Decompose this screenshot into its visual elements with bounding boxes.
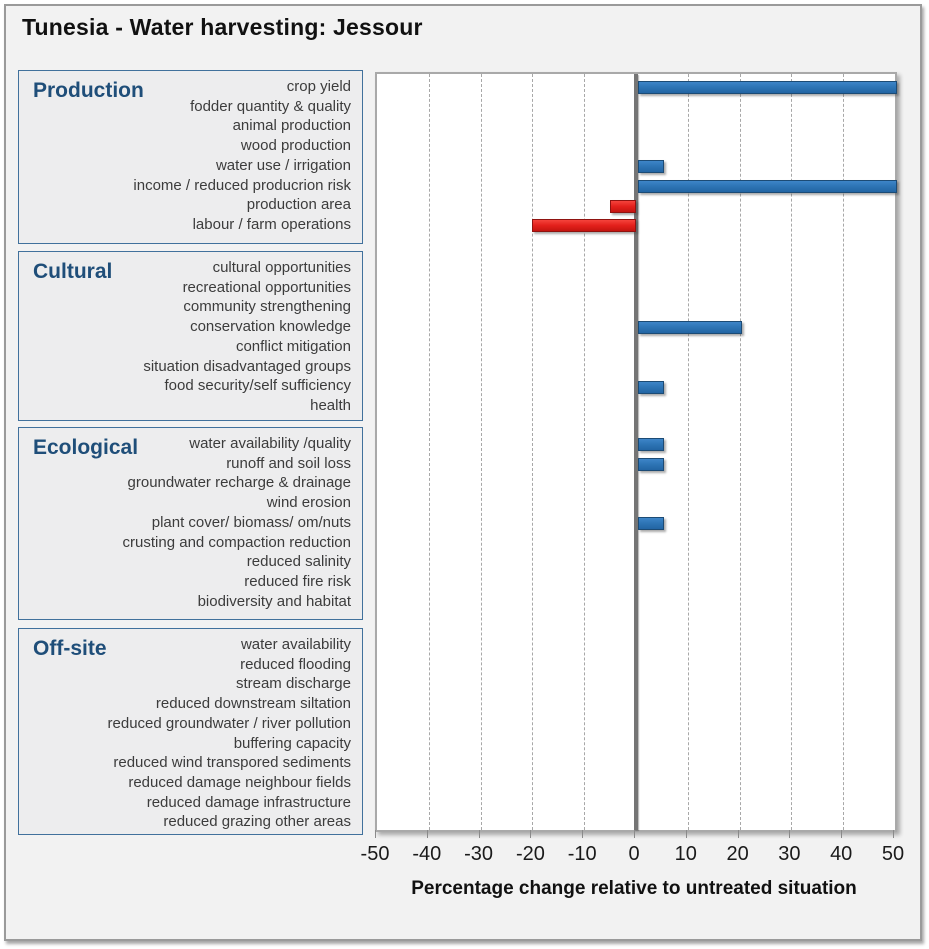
item-label: wood production bbox=[240, 137, 351, 155]
category-title: Ecological bbox=[33, 436, 139, 459]
item-label: labour / farm operations bbox=[192, 215, 351, 233]
item-label: reduced flooding bbox=[240, 655, 351, 673]
bar-runoff-and-soil-loss bbox=[638, 458, 664, 472]
item-label: food security/self sufficiency bbox=[164, 377, 351, 395]
item-label: community strengthening bbox=[183, 298, 351, 316]
gridline bbox=[843, 74, 845, 830]
item-label: groundwater recharge & drainage bbox=[127, 474, 351, 492]
item-label: health bbox=[310, 396, 351, 414]
plot-area bbox=[375, 72, 897, 832]
category-title: Production bbox=[33, 79, 144, 102]
item-label: production area bbox=[246, 196, 351, 214]
bar-production-area bbox=[610, 199, 636, 213]
item-label: reduced salinity bbox=[246, 553, 351, 571]
axis-tick-label: -10 bbox=[567, 843, 597, 865]
axis-tick-label: 20 bbox=[726, 843, 749, 865]
item-label: water availability bbox=[240, 636, 351, 653]
item-label-column: water availability reduced flooding stream… bbox=[19, 635, 351, 832]
category-box-ecological: Ecological water availability /quality run… bbox=[18, 427, 363, 620]
item-label: stream discharge bbox=[235, 675, 351, 693]
item-label: reduced groundwater / river pollution bbox=[107, 714, 351, 732]
item-label: reduced downstream siltation bbox=[155, 695, 351, 713]
item-label: conflict mitigation bbox=[235, 337, 351, 355]
item-label: runoff and soil loss bbox=[226, 454, 351, 472]
axis-tick-label: 50 bbox=[881, 843, 905, 865]
category-title: Cultural bbox=[33, 260, 113, 283]
item-label: reduced wind transpored sediments bbox=[113, 754, 351, 772]
axis-tick-label: -50 bbox=[360, 843, 390, 865]
gridline bbox=[687, 74, 689, 830]
bar-food-security-self-sufficiency bbox=[638, 380, 664, 394]
axis-tick-label: -30 bbox=[464, 843, 494, 865]
axis-tick bbox=[530, 830, 532, 838]
axis-tick bbox=[789, 830, 791, 838]
axis-tick-label: 10 bbox=[674, 843, 697, 865]
axis-tick bbox=[478, 830, 480, 838]
axis-tick-label: 30 bbox=[778, 843, 801, 865]
axis-tick bbox=[582, 830, 584, 838]
item-label: buffering capacity bbox=[233, 734, 351, 752]
category-title: Off-site bbox=[33, 637, 107, 660]
axis-tick bbox=[685, 830, 687, 838]
item-label: water availability /quality bbox=[189, 435, 351, 452]
bar-crop-yield bbox=[638, 81, 897, 95]
bar-plant-cover-biomass-om-nuts bbox=[638, 517, 664, 531]
item-label: situation disadvantaged groups bbox=[143, 357, 351, 375]
item-label: wind erosion bbox=[266, 494, 351, 512]
axis-tick-label: -20 bbox=[515, 843, 545, 865]
item-label: fodder quantity & quality bbox=[190, 97, 351, 115]
axis-tick bbox=[375, 830, 376, 838]
axis-tick-label: 0 bbox=[628, 843, 640, 865]
gridline bbox=[739, 74, 741, 830]
x-axis-title: Percentage change relative to untreated … bbox=[411, 878, 857, 899]
item-label: reduced grazing other areas bbox=[163, 813, 351, 831]
item-label: animal production bbox=[232, 117, 351, 135]
bar-income-reduced-producrion-risk bbox=[638, 179, 897, 193]
gridline bbox=[791, 74, 793, 830]
axis-tick bbox=[634, 830, 635, 838]
item-label: plant cover/ biomass/ om/nuts bbox=[151, 513, 351, 531]
category-box-production: Production crop yield fodder quantity & qu… bbox=[18, 70, 363, 244]
item-label: income / reduced producrion risk bbox=[133, 176, 351, 194]
category-box-cultural: Cultural cultural opportunities recreation… bbox=[18, 251, 363, 421]
item-label: crop yield bbox=[286, 78, 351, 95]
gridline bbox=[532, 74, 534, 830]
item-label-column: crop yield fodder quantity & quality anima… bbox=[19, 77, 351, 235]
item-label: cultural opportunities bbox=[212, 259, 351, 276]
item-label: reduced damage infrastructure bbox=[146, 793, 351, 811]
gridline bbox=[584, 74, 586, 830]
bar-water-use-irrigation bbox=[638, 160, 664, 174]
item-label: reduced damage neighbour fields bbox=[128, 773, 351, 791]
item-label: water use / irrigation bbox=[215, 156, 351, 174]
axis-tick-label: -40 bbox=[412, 843, 442, 865]
item-label: biodiversity and habitat bbox=[197, 592, 351, 610]
item-label: conservation knowledge bbox=[190, 318, 351, 336]
bar-labour-farm-operations bbox=[532, 219, 636, 233]
bar-conservation-knowledge bbox=[638, 321, 742, 335]
axis-tick bbox=[737, 830, 739, 838]
item-label: recreational opportunities bbox=[182, 278, 351, 296]
axis-tick bbox=[841, 830, 843, 838]
axis-tick bbox=[893, 830, 894, 838]
item-label-column: cultural opportunities recreational oppor… bbox=[19, 258, 351, 416]
axis-tick-label: 40 bbox=[830, 843, 853, 865]
category-box-off-site: Off-site water availability reduced floodi… bbox=[18, 628, 363, 835]
zero-axis-line bbox=[634, 74, 638, 830]
axis-tick bbox=[426, 830, 428, 838]
bar-water-availability-quality bbox=[638, 438, 664, 452]
chart-title: Tunesia - Water harvesting: Jessour bbox=[22, 14, 423, 40]
item-label: crusting and compaction reduction bbox=[122, 533, 351, 551]
gridline bbox=[428, 74, 430, 830]
gridline bbox=[480, 74, 482, 830]
item-label-column: water availability /quality runoff and so… bbox=[19, 434, 351, 611]
item-label: reduced fire risk bbox=[244, 572, 351, 590]
